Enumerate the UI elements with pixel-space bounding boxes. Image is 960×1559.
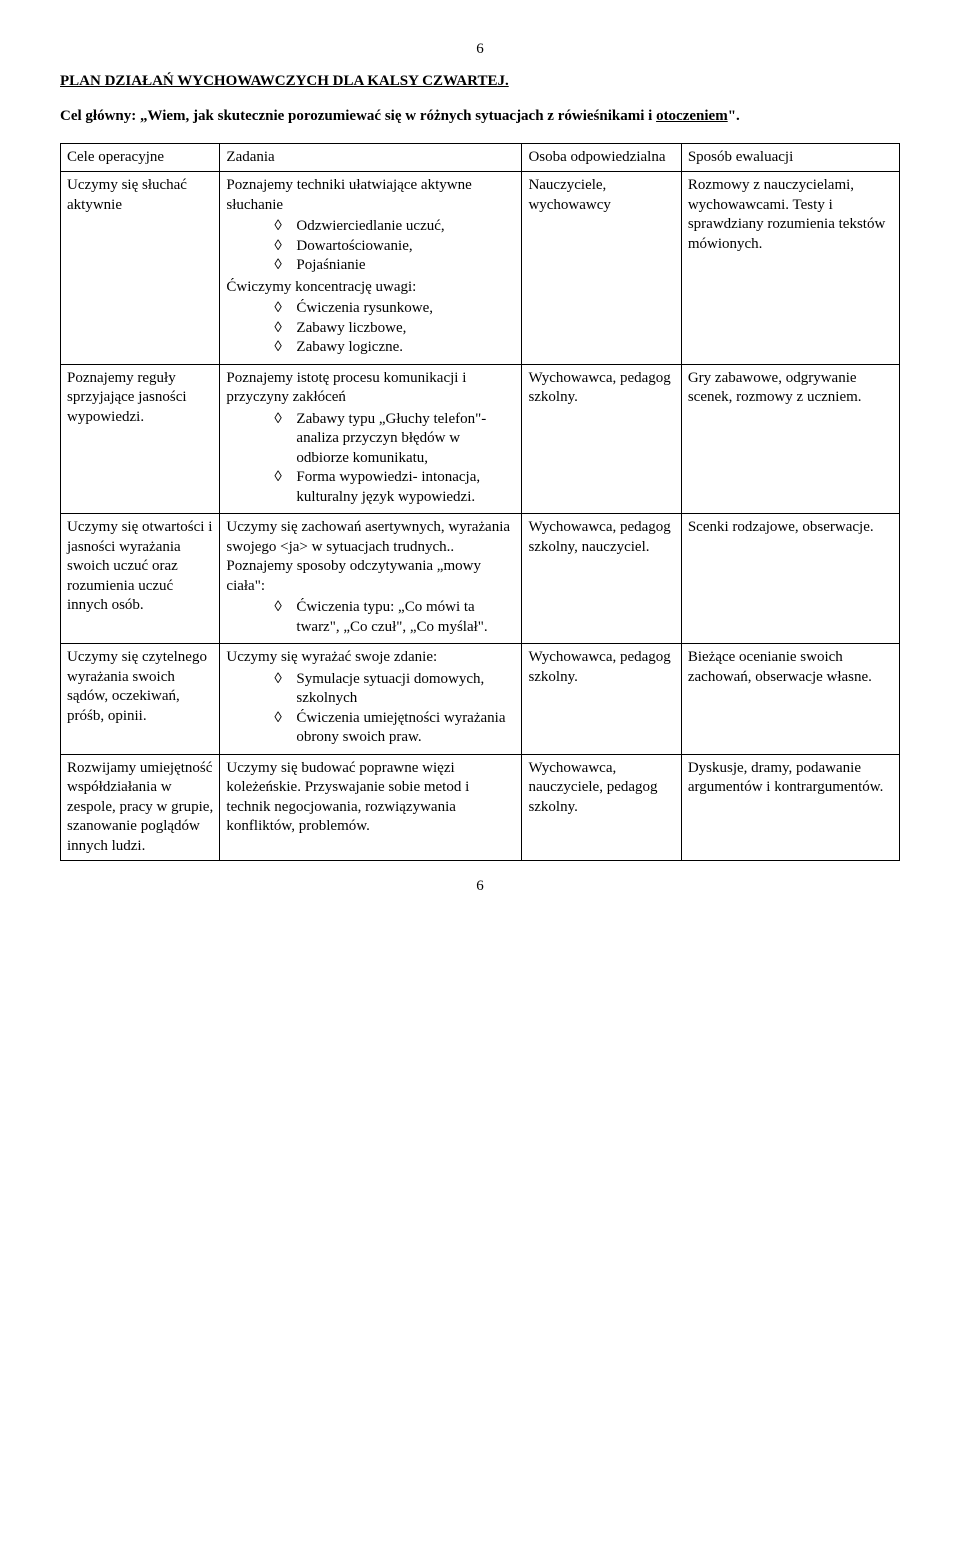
- bullet-list: Odzwierciedlanie uczuć, Dowartościowanie…: [226, 217, 515, 276]
- cell-tasks: Poznajemy techniki ułatwiające aktywne s…: [220, 172, 522, 365]
- cell-objective: Poznajemy reguły sprzyjające jasności wy…: [61, 364, 220, 514]
- cell-evaluation: Gry zabawowe, odgrywanie scenek, rozmowy…: [681, 364, 899, 514]
- bullet-list: Ćwiczenia typu: „Co mówi ta twarz", „Co …: [226, 598, 515, 637]
- cell-responsible: Wychowawca, pedagog szkolny.: [522, 644, 681, 755]
- bullet-item: Forma wypowiedzi- intonacja, kulturalny …: [274, 468, 515, 507]
- cell-tasks: Uczymy się wyrażać swoje zdanie: Symulac…: [220, 644, 522, 755]
- cell-evaluation: Rozmowy z nauczycielami, wychowawcami. T…: [681, 172, 899, 365]
- bullet-item: Symulacje sytuacji domowych, szkolnych: [274, 670, 515, 709]
- cell-evaluation: Scenki rodzajowe, obserwacje.: [681, 514, 899, 644]
- cell-tasks: Uczymy się budować poprawne więzi koleże…: [220, 754, 522, 861]
- cell-text: Ćwiczymy koncentrację uwagi:: [226, 278, 515, 298]
- subheading-suffix: ".: [728, 108, 740, 124]
- cell-text: Poznajemy istotę procesu komunikacji i p…: [226, 369, 515, 408]
- bullet-item: Pojaśnianie: [274, 256, 515, 276]
- header-cell: Sposób ewaluacji: [681, 143, 899, 172]
- cell-text: Uczymy się zachowań asertywnych, wyrażan…: [226, 518, 515, 596]
- table-row: Uczymy się otwartości i jasności wyrażan…: [61, 514, 900, 644]
- cell-text: Uczymy się budować poprawne więzi koleże…: [226, 759, 515, 837]
- bullet-item: Zabawy typu „Głuchy telefon"- analiza pr…: [274, 410, 515, 469]
- cell-evaluation: Dyskusje, dramy, podawanie argumentów i …: [681, 754, 899, 861]
- table-row: Uczymy się słuchać aktywnie Poznajemy te…: [61, 172, 900, 365]
- bullet-list: Symulacje sytuacji domowych, szkolnych Ć…: [226, 670, 515, 748]
- bullet-item: Dowartościowanie,: [274, 237, 515, 257]
- bullet-item: Ćwiczenia rysunkowe,: [274, 299, 515, 319]
- main-table: Cele operacyjne Zadania Osoba odpowiedzi…: [60, 143, 900, 862]
- cell-responsible: Wychowawca, pedagog szkolny.: [522, 364, 681, 514]
- cell-tasks: Poznajemy istotę procesu komunikacji i p…: [220, 364, 522, 514]
- cell-objective: Rozwijamy umiejętność współdziałania w z…: [61, 754, 220, 861]
- table-row: Uczymy się czytelnego wyrażania swoich s…: [61, 644, 900, 755]
- table-header-row: Cele operacyjne Zadania Osoba odpowiedzi…: [61, 143, 900, 172]
- page-number-top: 6: [60, 40, 900, 60]
- page-number-bottom: 6: [60, 877, 900, 897]
- bullet-item: Zabawy liczbowe,: [274, 319, 515, 339]
- table-row: Rozwijamy umiejętność współdziałania w z…: [61, 754, 900, 861]
- cell-tasks: Uczymy się zachowań asertywnych, wyrażan…: [220, 514, 522, 644]
- cell-text: Poznajemy techniki ułatwiające aktywne s…: [226, 176, 515, 215]
- header-cell: Zadania: [220, 143, 522, 172]
- cell-text: Uczymy się wyrażać swoje zdanie:: [226, 648, 515, 668]
- subheading-prefix: Cel główny: „Wiem, jak skutecznie porozu…: [60, 108, 652, 124]
- bullet-list: Zabawy typu „Głuchy telefon"- analiza pr…: [226, 410, 515, 508]
- cell-objective: Uczymy się słuchać aktywnie: [61, 172, 220, 365]
- bullet-item: Zabawy logiczne.: [274, 338, 515, 358]
- bullet-list: Ćwiczenia rysunkowe, Zabawy liczbowe, Za…: [226, 299, 515, 358]
- cell-responsible: Wychowawca, pedagog szkolny, nauczyciel.: [522, 514, 681, 644]
- cell-responsible: Wychowawca, nauczyciele, pedagog szkolny…: [522, 754, 681, 861]
- table-row: Poznajemy reguły sprzyjające jasności wy…: [61, 364, 900, 514]
- subheading-underline: otoczeniem: [656, 108, 728, 124]
- document-subheading: Cel główny: „Wiem, jak skutecznie porozu…: [60, 107, 900, 127]
- header-cell: Cele operacyjne: [61, 143, 220, 172]
- cell-objective: Uczymy się otwartości i jasności wyrażan…: [61, 514, 220, 644]
- document-heading: PLAN DZIAŁAŃ WYCHOWAWCZYCH DLA KALSY CZW…: [60, 72, 900, 92]
- bullet-item: Ćwiczenia typu: „Co mówi ta twarz", „Co …: [274, 598, 515, 637]
- header-cell: Osoba odpowiedzialna: [522, 143, 681, 172]
- cell-responsible: Nauczyciele, wychowawcy: [522, 172, 681, 365]
- cell-objective: Uczymy się czytelnego wyrażania swoich s…: [61, 644, 220, 755]
- bullet-item: Odzwierciedlanie uczuć,: [274, 217, 515, 237]
- cell-evaluation: Bieżące ocenianie swoich zachowań, obser…: [681, 644, 899, 755]
- bullet-item: Ćwiczenia umiejętności wyrażania obrony …: [274, 709, 515, 748]
